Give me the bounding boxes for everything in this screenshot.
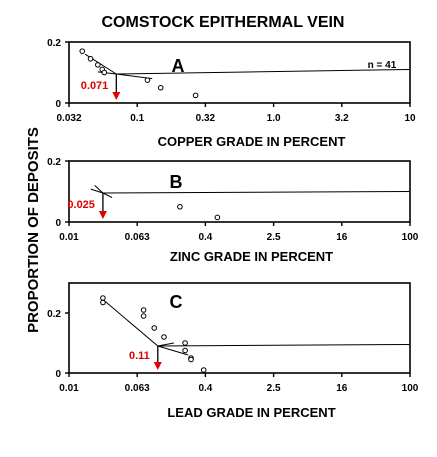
panel-c-data-point <box>100 295 106 301</box>
panel-c-letter: C <box>170 292 183 312</box>
panel-a-callout-label: 0.071 <box>81 80 109 92</box>
panel-c-callout-arrow <box>153 362 162 370</box>
panel-a-x-tick-label: 0.032 <box>56 113 81 124</box>
panel-c-y-tick-label: 0 <box>55 369 61 380</box>
figure-title: COMSTOCK EPITHERMAL VEIN <box>102 14 345 31</box>
panel-a-y-tick-label: 0.2 <box>47 38 61 49</box>
panel-c-data-point <box>188 356 194 363</box>
panel-c-frame <box>68 282 411 374</box>
panel-c-data-point <box>161 334 167 340</box>
panel-a-x-axis-label: COPPER GRADE IN PERCENT <box>158 134 346 149</box>
panel-a-data-point <box>87 55 94 62</box>
panel-b-x-tick-label: 100 <box>402 232 419 243</box>
panel-a-annotation: n = 41 <box>368 60 397 71</box>
panel-a-data-point <box>95 62 101 68</box>
panel-b-data-point <box>214 214 221 221</box>
panel-b-x-axis-label: ZINC GRADE IN PERCENT <box>170 249 333 264</box>
panel-c-data-point <box>100 299 106 306</box>
panel-a-frame <box>68 41 411 104</box>
panel-a: 0.032 0.1 0.32 1.0 3.2 10 0 0.2 COPPER GRADE IN … <box>47 38 416 149</box>
panel-b-x-tick-label: 0.01 <box>59 232 79 243</box>
panel-c-x-axis-label: LEAD GRADE IN PERCENT <box>167 405 335 420</box>
panel-a-x-tick-label: 3.2 <box>335 113 349 124</box>
panel-a-data-point <box>157 84 164 91</box>
panel-a-x-tick-label: 10 <box>404 113 416 124</box>
panel-c-data-point <box>182 340 188 346</box>
panel-c-data-point <box>151 325 158 331</box>
panel-b-fit-line <box>102 191 411 194</box>
panel-c-x-tick-label: 100 <box>402 383 419 394</box>
panel-b-x-tick-label: 16 <box>336 232 348 243</box>
panel-a-x-tick-label: 0.1 <box>130 113 144 124</box>
panel-c-x-tick-label: 16 <box>336 383 348 394</box>
panel-b: 0.01 0.063 0.4 2.5 16 100 0 0.2 ZINC GRADE IN PE… <box>47 157 419 264</box>
panel-b-callout-label: 0.025 <box>67 199 95 211</box>
panel-c-data-point <box>140 307 147 313</box>
panel-a-data-point <box>101 69 108 76</box>
panel-c-y-tick-label: 0.2 <box>47 309 61 320</box>
panel-b-x-tick-label: 2.5 <box>267 232 281 243</box>
panel-c-curve-low <box>102 299 159 347</box>
panel-a-y-tick-label: 0 <box>55 99 61 110</box>
panel-b-y-tick-label: 0 <box>55 218 61 229</box>
panel-a-x-tick-label: 1.0 <box>267 113 281 124</box>
panel-a-fit-line <box>116 68 411 75</box>
panel-a-letter: A <box>172 56 185 76</box>
panel-c-fit-line <box>157 344 411 347</box>
panel-c-x-tick-label: 0.063 <box>125 383 150 394</box>
panel-b-curve-high <box>90 188 113 199</box>
panel-a-data-point <box>144 77 151 83</box>
panel-c-x-tick-label: 0.01 <box>59 383 79 394</box>
panel-a-x-tick-label: 0.32 <box>196 113 216 124</box>
panel-b-data-point <box>177 203 183 210</box>
panel-a-data-point <box>192 92 199 99</box>
panel-b-x-tick-label: 0.063 <box>125 232 150 243</box>
panel-c: 0.01 0.063 0.4 2.5 16 100 0 0.2 LEAD GRADE IN PE… <box>47 282 419 420</box>
panel-c-data-point <box>182 347 188 354</box>
panel-c-data-point <box>140 313 147 319</box>
panel-b-x-tick-label: 0.4 <box>198 232 212 243</box>
panel-c-callout-label: 0.11 <box>129 350 150 362</box>
panel-b-letter: B <box>170 172 183 192</box>
panel-c-data-point <box>200 367 207 373</box>
panel-b-y-tick-label: 0.2 <box>47 157 61 168</box>
panel-c-x-tick-label: 0.4 <box>198 383 212 394</box>
panel-a-callout-arrow <box>112 92 121 100</box>
panel-b-curve-low <box>94 185 104 194</box>
panel-a-data-point <box>79 48 86 54</box>
panel-b-callout-arrow <box>98 211 107 219</box>
figure-y-axis-label: PROPORTION OF DEPOSITS <box>25 127 42 333</box>
panel-c-x-tick-label: 2.5 <box>267 383 281 394</box>
